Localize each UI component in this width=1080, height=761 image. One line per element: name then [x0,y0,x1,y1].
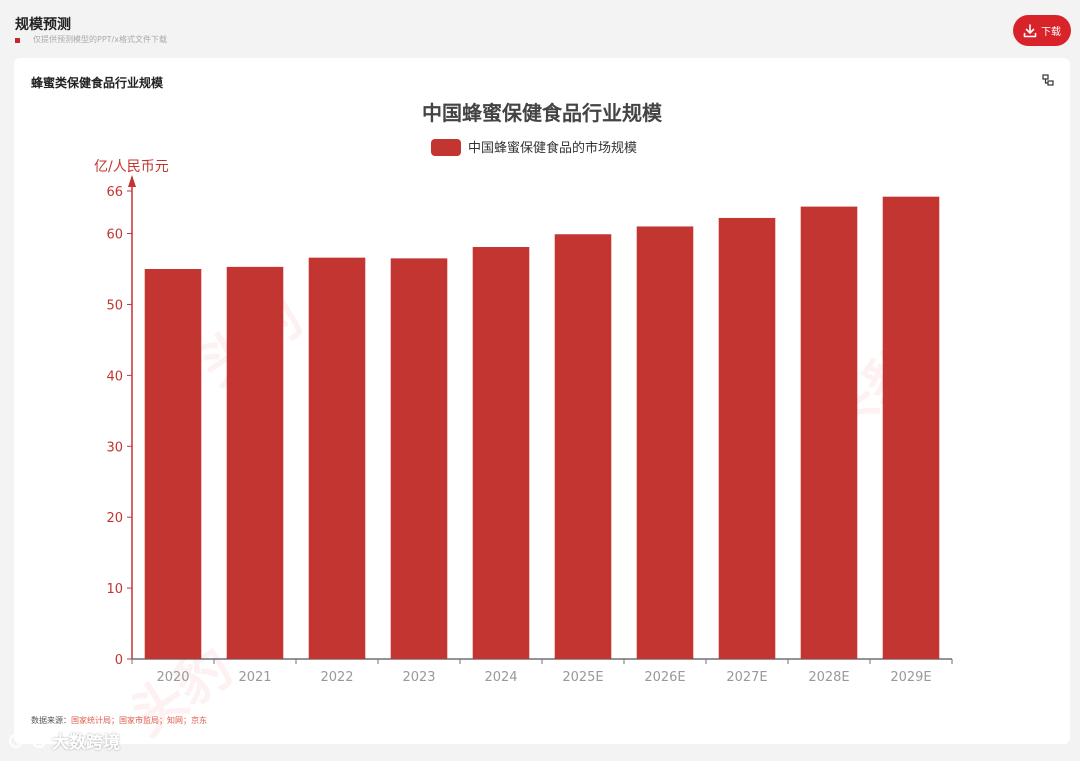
y-tick-label: 40 [106,369,123,384]
y-axis-arrow [128,175,136,187]
page-title: 规模预测 [15,17,71,33]
page-subtitle: 仅提供预测模型的PPT/x格式文件下载 [33,35,167,44]
expand-icon[interactable] [1042,74,1054,86]
brand-logo-icon [9,731,46,748]
x-tick-label: 2025E [562,670,603,685]
y-axis-label: 亿/人民币元 [94,159,169,175]
x-tick-label: 2024 [484,670,517,685]
y-tick-label: 50 [106,298,123,313]
download-button-label: 下载 [1041,27,1061,38]
y-tick-label: 0 [115,653,123,668]
bar [226,266,284,659]
legend-label: 中国蜂蜜保健食品的市场规模 [468,140,637,156]
x-tick-label: 2026E [644,670,685,685]
page-header: 规模预测 仅提供预测模型的PPT/x格式文件下载 下载 [0,0,1080,56]
data-source-value: 国家统计局；国家市监局；知网；京东 [71,716,207,725]
y-tick-label: 66 [106,185,123,200]
x-tick-label: 2027E [726,670,767,685]
subtitle-marker [15,38,20,43]
x-tick-label: 2029E [890,670,931,685]
y-tick-label: 10 [106,582,123,597]
chart-card: 蜂蜜类保健食品行业规模 头豹 头豹 头豹 中国蜂蜜保健食品行业规模中国蜂蜜保健食… [14,58,1070,748]
data-source-label: 数据来源： [31,716,71,725]
download-button[interactable]: 下载 [1013,15,1071,46]
card-title: 蜂蜜类保健食品行业规模 [31,76,164,90]
bar [800,206,858,659]
bar [636,226,694,660]
y-tick-label: 20 [106,511,123,526]
download-icon [1023,23,1037,37]
bar [390,258,448,659]
x-tick-label: 2021 [238,670,271,685]
x-tick-label: 2023 [402,670,435,685]
legend-swatch [431,139,461,156]
chart-title: 中国蜂蜜保健食品行业规模 [422,101,663,125]
bar [472,247,530,659]
data-source: 数据来源：国家统计局；国家市监局；知网；京东 [31,715,207,726]
bar [554,234,612,659]
brand-label: 大数跨境 [52,733,120,753]
y-tick-label: 60 [106,228,123,243]
y-tick-label: 30 [106,440,123,455]
bar [882,196,940,659]
x-tick-label: 2020 [156,670,189,685]
bar [718,217,776,660]
bar [144,269,202,659]
bar [308,257,366,659]
x-tick-label: 2028E [808,670,849,685]
brand-mark: 大数跨境 [8,728,120,753]
x-tick-label: 2022 [320,670,353,685]
